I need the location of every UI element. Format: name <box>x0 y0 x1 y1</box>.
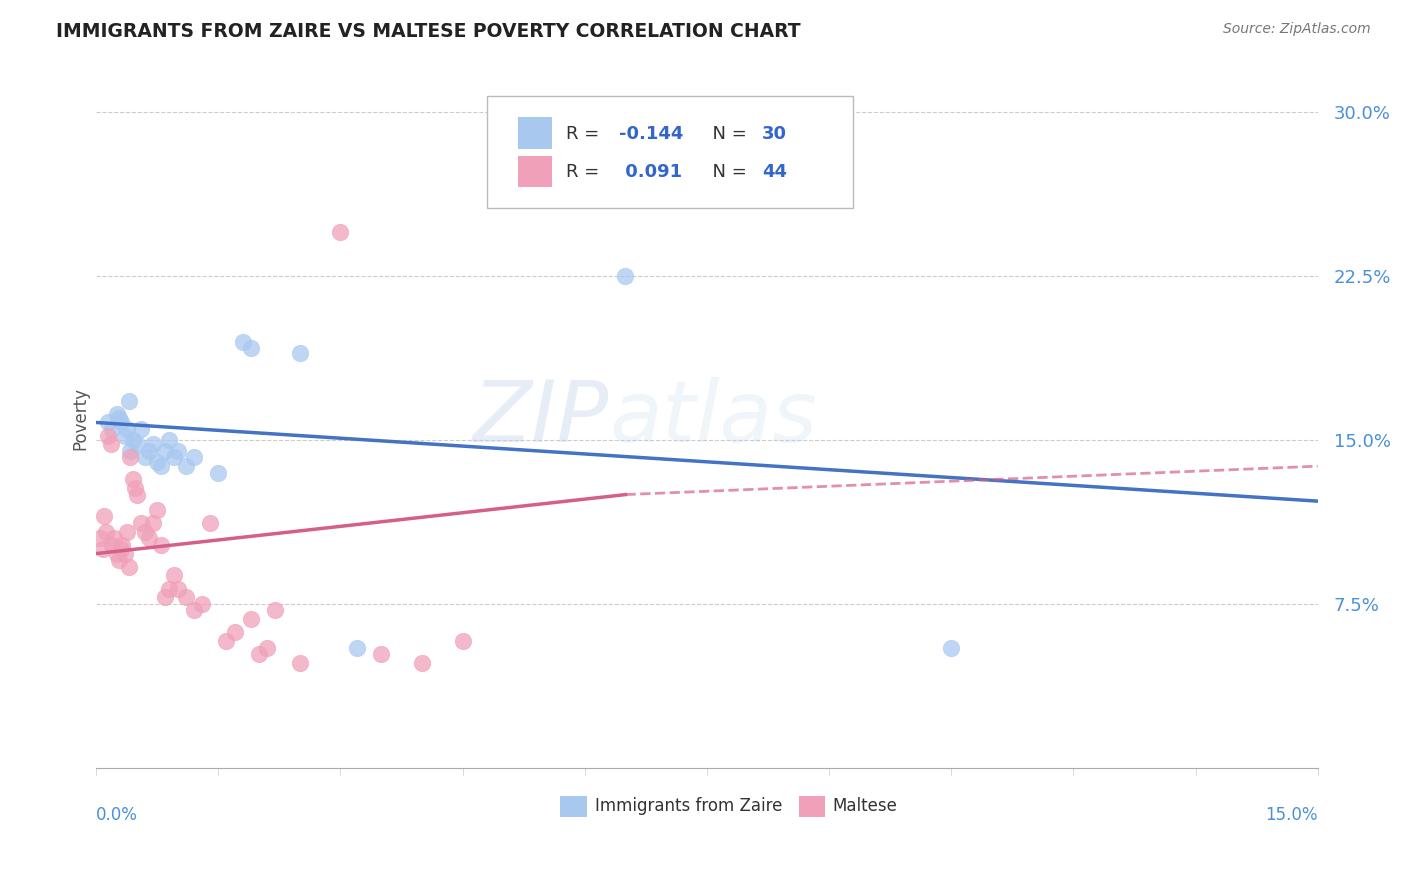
Point <box>120 443 142 458</box>
Point <box>111 538 134 552</box>
Text: 0.0%: 0.0% <box>96 806 138 824</box>
Point <box>105 547 128 561</box>
Point <box>103 531 125 545</box>
Text: ZIP: ZIP <box>472 376 609 459</box>
Point <box>134 450 156 465</box>
Point <box>329 226 352 240</box>
Point <box>100 437 122 451</box>
Text: Maltese: Maltese <box>832 797 897 815</box>
Point <box>370 647 392 661</box>
Point <box>207 466 229 480</box>
Point <box>174 591 197 605</box>
Bar <box>799 796 825 817</box>
Point <box>142 516 165 530</box>
Bar <box>517 156 551 187</box>
Point <box>155 443 177 458</box>
Point <box>89 531 111 545</box>
Point <box>120 450 142 465</box>
Point <box>129 516 152 530</box>
Point <box>150 459 173 474</box>
Text: Immigrants from Zaire: Immigrants from Zaire <box>595 797 782 815</box>
Text: IMMIGRANTS FROM ZAIRE VS MALTESE POVERTY CORRELATION CHART: IMMIGRANTS FROM ZAIRE VS MALTESE POVERTY… <box>56 22 801 41</box>
Point <box>146 503 169 517</box>
Text: Source: ZipAtlas.com: Source: ZipAtlas.com <box>1223 22 1371 37</box>
Point <box>124 481 146 495</box>
Text: N =: N = <box>700 163 752 181</box>
Point <box>108 411 131 425</box>
Point <box>146 455 169 469</box>
Point <box>451 634 474 648</box>
Text: 30: 30 <box>762 125 787 143</box>
Point <box>159 582 181 596</box>
Point <box>614 269 637 284</box>
Point <box>174 459 197 474</box>
Point <box>183 603 205 617</box>
Point <box>239 612 262 626</box>
Point <box>150 538 173 552</box>
Point <box>115 422 138 436</box>
Point <box>110 416 132 430</box>
Text: N =: N = <box>700 125 752 143</box>
Point <box>118 393 141 408</box>
Point <box>411 656 433 670</box>
Text: 0.091: 0.091 <box>619 163 682 181</box>
Point <box>941 640 963 655</box>
Point <box>138 443 160 458</box>
Point <box>125 487 148 501</box>
Point <box>134 524 156 539</box>
Point <box>114 547 136 561</box>
FancyBboxPatch shape <box>486 96 853 209</box>
Point <box>232 334 254 349</box>
Point <box>125 437 148 451</box>
Text: R =: R = <box>567 125 606 143</box>
Point <box>121 433 143 447</box>
Point <box>239 341 262 355</box>
Point <box>115 524 138 539</box>
Point <box>162 568 184 582</box>
Point <box>94 524 117 539</box>
Y-axis label: Poverty: Poverty <box>72 386 89 450</box>
Point <box>105 407 128 421</box>
Text: R =: R = <box>567 163 606 181</box>
Text: 15.0%: 15.0% <box>1265 806 1317 824</box>
Point <box>97 428 120 442</box>
Point <box>247 647 270 661</box>
Point <box>288 656 311 670</box>
Point <box>166 443 188 458</box>
Point <box>97 416 120 430</box>
Point <box>142 437 165 451</box>
Bar <box>517 118 551 149</box>
Point <box>191 597 214 611</box>
Point <box>138 531 160 545</box>
Text: 44: 44 <box>762 163 787 181</box>
Point <box>215 634 238 648</box>
Point <box>114 428 136 442</box>
Bar <box>561 796 588 817</box>
Point <box>118 559 141 574</box>
Point <box>121 472 143 486</box>
Point <box>108 553 131 567</box>
Point <box>101 422 124 436</box>
Point <box>162 450 184 465</box>
Point <box>93 509 115 524</box>
Point <box>159 433 181 447</box>
Point <box>224 625 246 640</box>
Point <box>288 345 311 359</box>
Point <box>101 538 124 552</box>
Text: -0.144: -0.144 <box>619 125 683 143</box>
Point <box>166 582 188 596</box>
Point <box>91 542 114 557</box>
Point <box>183 450 205 465</box>
Point <box>256 640 278 655</box>
Point <box>198 516 221 530</box>
Point <box>346 640 368 655</box>
Point <box>155 591 177 605</box>
Point <box>129 422 152 436</box>
Point <box>264 603 287 617</box>
Text: atlas: atlas <box>609 376 817 459</box>
Point <box>110 542 132 557</box>
